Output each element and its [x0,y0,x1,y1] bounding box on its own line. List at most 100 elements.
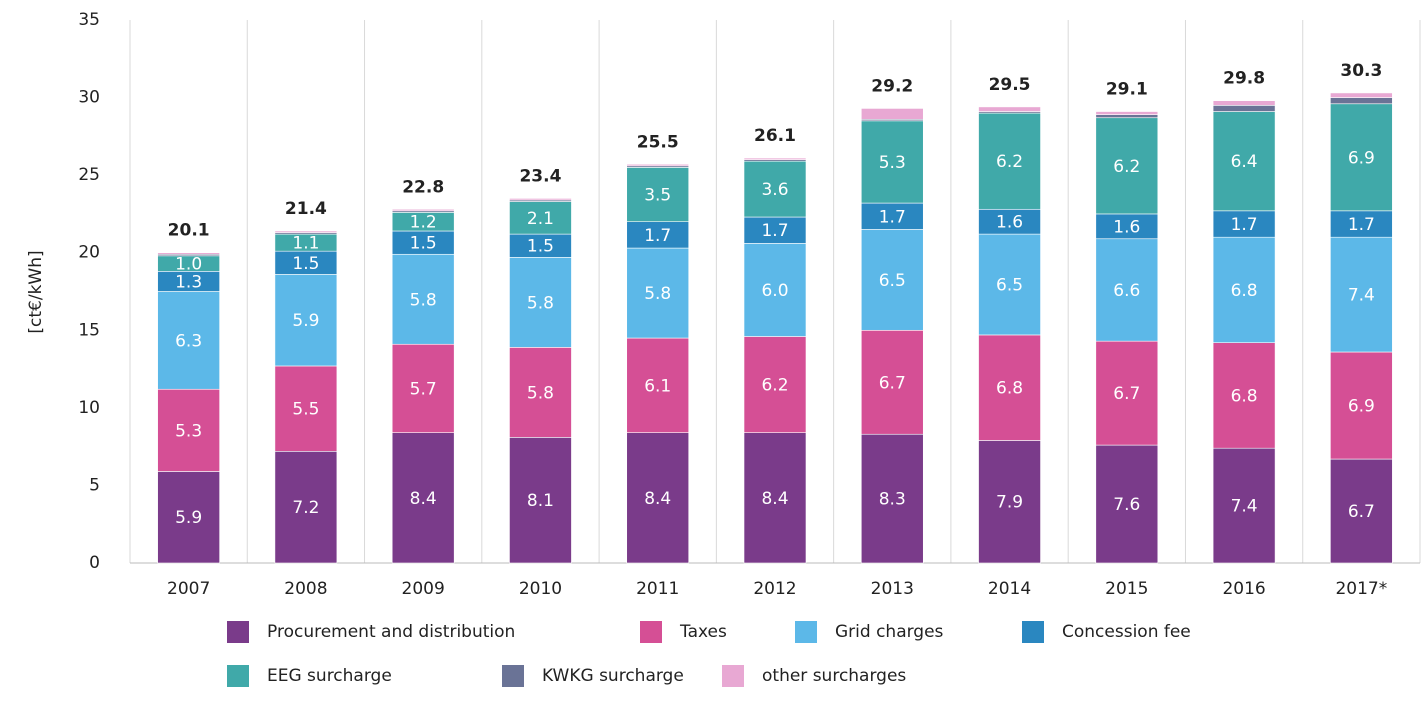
value-label: 5.8 [410,290,437,310]
value-label: 7.9 [996,493,1023,513]
bar-segment [1330,210,1393,238]
value-label: 1.5 [410,234,437,254]
value-label: 6.8 [1231,281,1258,301]
value-label: 6.7 [1113,384,1140,404]
bar-segment [1330,103,1393,212]
bar-segment [1330,97,1393,105]
value-label: 6.0 [761,281,788,301]
value-label: 7.4 [1231,497,1258,517]
value-label: 1.1 [292,234,319,254]
total-label: 29.8 [1223,69,1265,89]
value-label: 1.0 [175,255,202,275]
bar-segment [1095,213,1159,240]
legend-swatch [502,665,524,687]
y-tick-label: 30 [78,88,100,108]
value-label: 3.5 [644,186,671,206]
x-tick-label: 2009 [402,579,445,599]
total-label: 23.4 [519,166,561,186]
value-label: 5.5 [292,400,319,420]
value-label: 2.1 [527,209,554,229]
value-label: 6.4 [1231,152,1258,172]
value-label: 6.8 [1231,386,1258,406]
value-label: 1.7 [761,221,788,241]
value-label: 1.7 [879,207,906,227]
bar-segment [1212,100,1276,106]
bar-segment [978,112,1041,210]
bar-segment [860,120,924,204]
bar-segment [626,163,690,167]
value-label: 8.3 [879,490,906,510]
legend-label: Grid charges [835,622,944,642]
x-tick-label: 2011 [636,579,679,599]
value-label: 6.5 [996,276,1023,296]
y-axis-label: [ct€/kWh] [26,250,46,333]
bar-segment [274,274,338,367]
value-label: 6.5 [879,271,906,291]
bar-segment [1212,210,1276,238]
value-label: 8.4 [410,489,437,509]
value-label: 1.5 [527,237,554,257]
legend-label: other surcharges [762,666,906,686]
value-label: 6.2 [1113,157,1140,177]
legend-swatch [795,621,817,643]
y-tick-label: 10 [78,398,100,418]
bar-segment [1095,340,1159,446]
x-tick-label: 2008 [284,579,327,599]
bar-segment [978,440,1041,564]
y-tick-label: 0 [89,553,100,573]
value-label: 8.1 [527,491,554,511]
legend-swatch [227,665,249,687]
total-label: 29.5 [989,75,1031,95]
value-label: 3.6 [761,180,788,200]
bar-segment [1212,342,1276,449]
value-label: 6.7 [879,373,906,393]
value-label: 5.9 [175,508,202,528]
bar-segment [978,334,1041,441]
bar-segment [860,329,924,435]
total-label: 30.3 [1340,61,1382,81]
x-tick-label: 2013 [871,579,914,599]
x-tick-label: 2012 [753,579,796,599]
value-label: 5.7 [410,379,437,399]
bar-segment [860,229,924,331]
x-tick-label: 2017* [1335,579,1387,599]
bar-segment [978,106,1041,112]
bar-segment [626,432,690,564]
bar-segment [157,252,220,255]
value-label: 6.1 [644,376,671,396]
bar-segment [509,437,572,564]
bar-segment [1095,238,1159,342]
bar-segment [1330,236,1393,353]
x-tick-label: 2010 [519,579,562,599]
bar-segment [509,347,572,438]
x-tick-label: 2015 [1105,579,1148,599]
bar-segment [157,471,220,564]
y-tick-label: 5 [89,475,100,495]
bar-segment [1095,114,1159,119]
y-tick-label: 35 [78,10,100,30]
total-label: 20.1 [168,221,210,241]
bar-segment [626,247,690,339]
value-label: 7.2 [292,498,319,518]
bar-segment [860,433,924,564]
bar-segment [1212,236,1276,343]
total-label: 22.8 [402,177,444,197]
value-label: 6.9 [1348,397,1375,417]
value-label: 1.6 [1113,217,1140,237]
bar-segment [1212,447,1276,564]
value-label: 1.2 [410,213,437,233]
bar-segment [157,388,220,472]
bar-segment [1212,111,1276,212]
bar-segment [509,257,572,348]
bar-segment [391,432,455,564]
bar-segment [743,336,807,433]
legend-label: Taxes [679,622,727,642]
legend-swatch [640,621,662,643]
value-label: 8.4 [761,489,788,509]
value-label: 5.9 [292,311,319,331]
legend-label: Concession fee [1062,622,1191,642]
value-label: 1.7 [644,226,671,246]
total-label: 21.4 [285,199,327,219]
bar-segment [509,198,572,201]
